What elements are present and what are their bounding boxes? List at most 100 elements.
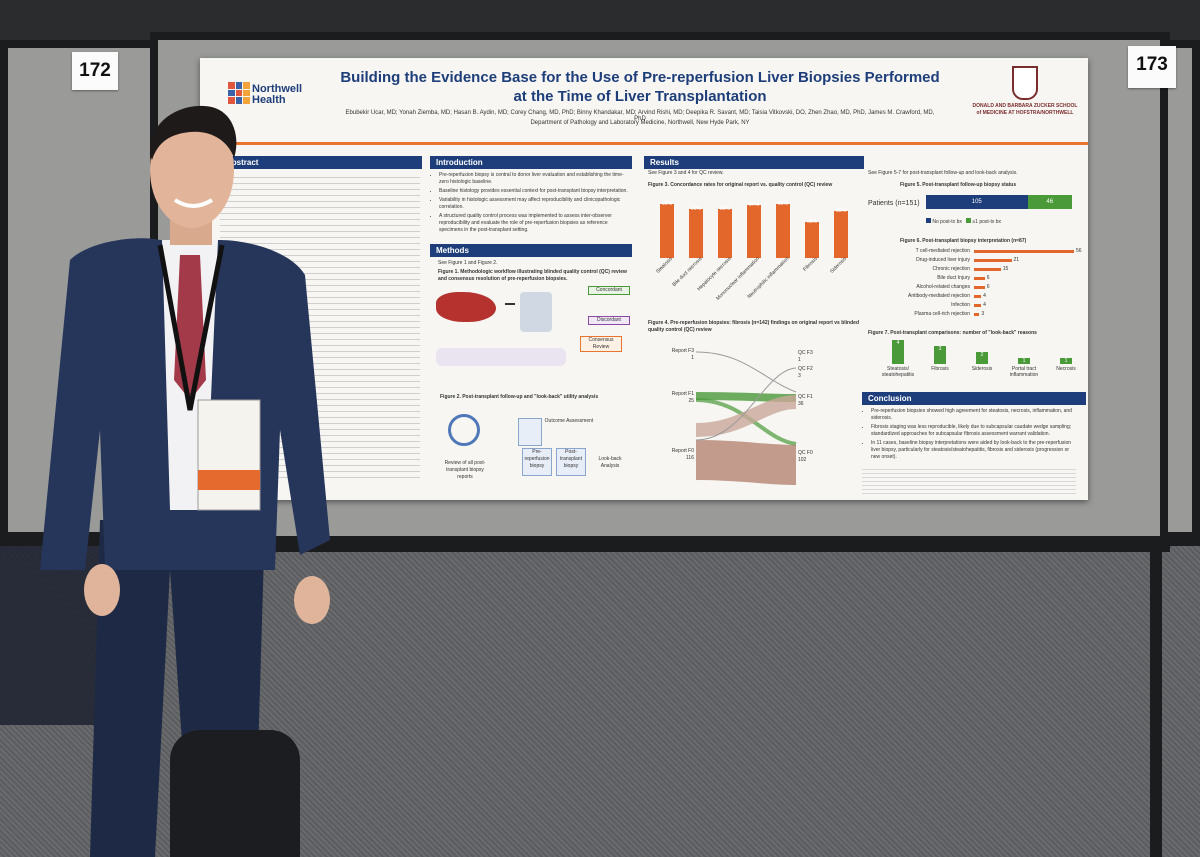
intro-bullet: Baseline histology provides essential co… bbox=[439, 188, 630, 195]
node-label: QC F2 bbox=[798, 366, 813, 372]
figure6-bar bbox=[974, 259, 1012, 262]
results-note-2: See Figure 5-7 for post-transplant follo… bbox=[868, 170, 1018, 176]
introduction-text: Pre-reperfusion biopsy is central to don… bbox=[430, 172, 630, 236]
figure6-value-label: 6 bbox=[986, 284, 990, 290]
poster-authors: Ebubekir Ucar, MD; Yonah Ziemba, MD; Has… bbox=[345, 110, 935, 122]
figure7-category-label: Portal tract inflammation bbox=[1009, 366, 1039, 378]
booth-number-173: 173 bbox=[1128, 46, 1176, 88]
figure7-bar: 2 bbox=[976, 352, 988, 364]
research-poster: Northwell Health Building the Evidence B… bbox=[200, 58, 1088, 500]
zucker-logo-text: DONALD AND BARBARA ZUCKER SCHOOL of MEDI… bbox=[972, 103, 1078, 116]
smile bbox=[173, 198, 214, 208]
figure6-value-label: 4 bbox=[983, 293, 986, 299]
results-note: See Figure 3 and 4 for QC review. bbox=[648, 170, 724, 176]
sankey-left-node-f0: Report F0 116 bbox=[660, 448, 694, 462]
conference-badge bbox=[197, 399, 261, 511]
figure7-bar: 1 bbox=[1060, 358, 1072, 364]
figure2-review-label: Review of all post-transplant biopsy rep… bbox=[444, 460, 486, 480]
node-value: 102 bbox=[798, 457, 807, 463]
pathologist-microscope-icon bbox=[520, 292, 552, 332]
figure6-value-label: 21 bbox=[1013, 257, 1020, 263]
figure6-value-label: 4 bbox=[983, 302, 986, 308]
figure2-caption: Figure 2. Post-transplant follow-up and … bbox=[440, 394, 599, 400]
figure3-bar bbox=[776, 203, 790, 258]
node-value: 1 bbox=[798, 357, 801, 363]
figure6-category-label: Chronic rejection bbox=[932, 266, 970, 272]
node-label: Report F3 bbox=[671, 348, 694, 354]
figure6-category-label: Drug-induced liver injury bbox=[916, 257, 970, 263]
figure4-sankey bbox=[695, 351, 797, 485]
figure3-value-label: 85% bbox=[835, 208, 846, 215]
left-hand bbox=[84, 564, 120, 616]
figure3-bar-chart: 99% Steatosis 90% Bile duct necrosis 89% Hepa… bbox=[644, 198, 864, 302]
methods-note: See Figure 1 and Figure 2. bbox=[438, 260, 498, 266]
sankey-right-node-f1: QC F1 36 bbox=[798, 394, 838, 408]
intro-bullet: A structured quality control process was… bbox=[439, 213, 630, 234]
figure3-bar bbox=[805, 221, 819, 258]
legend-swatch bbox=[966, 218, 972, 223]
sankey-right-node-f2: QC F2 3 bbox=[798, 366, 838, 380]
node-value: 116 bbox=[686, 455, 694, 461]
figure5-segment: 46 bbox=[1027, 195, 1072, 209]
figure6-bar bbox=[974, 304, 982, 307]
face bbox=[150, 112, 234, 228]
figure3-value-label: 97% bbox=[748, 201, 759, 208]
poster-board-right bbox=[1160, 40, 1200, 540]
figure3-category-label: Fibrosis bbox=[802, 256, 820, 273]
figure6-category-label: T cell-mediated rejection bbox=[915, 248, 970, 254]
figure3-bar bbox=[834, 211, 848, 258]
conclusion-bullet: Pre-reperfusion biopsies showed high agr… bbox=[871, 408, 1076, 422]
right-hand bbox=[294, 576, 330, 624]
figure2-lookback-label: Look-back Analysis bbox=[598, 456, 622, 469]
backpack bbox=[170, 730, 300, 857]
figure6-category-label: Antibody-mediated rejection bbox=[908, 293, 970, 299]
abstract-heading: Abstract bbox=[220, 156, 422, 169]
figure6-value-label: 3 bbox=[981, 311, 985, 317]
figure7-category-label: Fibrosis bbox=[931, 366, 949, 372]
figure3-category-label: Siderosis bbox=[829, 256, 849, 275]
methods-heading: Methods bbox=[430, 244, 632, 257]
node-value: 25 bbox=[688, 398, 694, 404]
concordant-box: Concordant bbox=[588, 286, 630, 295]
conclusion-bullet: In 11 cases, baseline biopsy interpretat… bbox=[871, 440, 1076, 461]
sankey-right-node-f0: QC F0 102 bbox=[798, 450, 838, 464]
arrow-icon bbox=[505, 303, 515, 305]
liver-illustration bbox=[436, 292, 496, 322]
figure3-value-label: 89% bbox=[719, 206, 730, 213]
title-divider bbox=[200, 142, 1088, 145]
conclusion-text: Pre-reperfusion biopsies showed high agr… bbox=[862, 408, 1076, 463]
stain-panel-illustration bbox=[436, 348, 566, 366]
sankey-left-node-f1: Report F1 25 bbox=[660, 391, 694, 405]
sankey-flow bbox=[695, 395, 797, 437]
figure7-category-label: Necrosis bbox=[1056, 366, 1076, 372]
figure6-bar bbox=[974, 286, 985, 289]
consensus-box: Consensus Review bbox=[580, 336, 622, 352]
figure6-value-label: 15 bbox=[1002, 266, 1009, 272]
node-label: QC F3 bbox=[798, 350, 813, 356]
figure6-value-label: 56 bbox=[1076, 248, 1082, 254]
figure7-category-label: Siderosis bbox=[971, 366, 993, 372]
board-support-post bbox=[1150, 540, 1162, 857]
figure7-caption: Figure 7. Post-transplant comparisons: n… bbox=[868, 330, 1037, 336]
figure6-value-label: 6 bbox=[986, 275, 990, 281]
post-transplant-biopsy-box: Post-transplant biopsy bbox=[556, 448, 586, 476]
figure3-bar bbox=[660, 203, 674, 258]
figure3-bar bbox=[718, 209, 732, 258]
sankey-right-node-f3: QC F3 1 bbox=[798, 350, 838, 364]
zucker-logo: DONALD AND BARBARA ZUCKER SCHOOL of MEDI… bbox=[970, 66, 1080, 136]
figure5-stacked-bar: 105 46 bbox=[926, 195, 1072, 211]
node-label: Report F1 bbox=[671, 391, 694, 397]
figure3-caption: Figure 3. Concordance rates for original… bbox=[648, 182, 833, 188]
node-value: 36 bbox=[798, 401, 804, 407]
sankey-flow bbox=[695, 440, 797, 485]
figure6-bar bbox=[974, 277, 985, 280]
figure3-category-label: Steatosis bbox=[655, 256, 675, 275]
figure5-legend: No post-tx bx ≥1 post-tx bx bbox=[926, 218, 1076, 226]
figure7-bar: 4 bbox=[892, 340, 904, 364]
figure6-bar bbox=[974, 268, 1001, 271]
figure3-value-label: 90% bbox=[690, 205, 701, 212]
figure7-category-label: Steatosis/ steatohepatitis bbox=[881, 366, 915, 378]
booth-number-172: 172 bbox=[72, 52, 118, 90]
hair bbox=[149, 105, 237, 160]
shield-icon bbox=[1012, 66, 1038, 100]
